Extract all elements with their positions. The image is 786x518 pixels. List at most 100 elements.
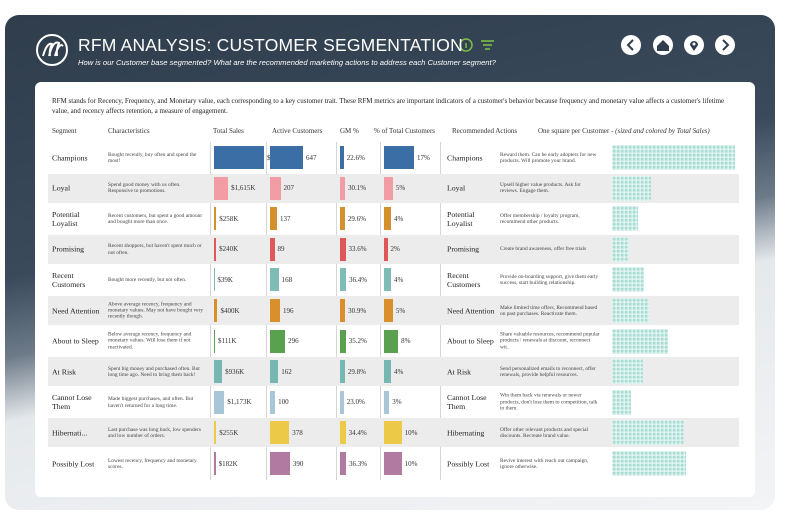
value-bar: [214, 299, 218, 322]
value-label: 22.6%: [346, 153, 365, 162]
value-bar: [214, 176, 229, 200]
value-bar: [384, 207, 392, 231]
segment-name: Promising: [52, 244, 85, 254]
value-bar: [270, 421, 290, 445]
segment-name: Hibernati...: [52, 428, 88, 438]
segment-name: Possibly Lost: [52, 459, 95, 468]
characteristics: Spend good money with us often. Responsi…: [108, 181, 181, 195]
value-bar: [214, 329, 215, 353]
value-label: 647: [306, 153, 317, 162]
recommended-segment: About to Sleep: [447, 336, 494, 346]
filter-icon[interactable]: [481, 40, 494, 50]
info-icon[interactable]: [459, 38, 473, 52]
value-bar: [270, 176, 281, 200]
value-label: 30.1%: [347, 184, 367, 193]
waffle-squares: [612, 359, 643, 385]
nav-forward[interactable]: [715, 35, 735, 55]
value-label: 390: [292, 459, 304, 468]
value-bar: [340, 421, 346, 445]
logo: [36, 34, 68, 66]
value-label: $182K: [218, 459, 238, 468]
waffle-squares: [612, 451, 687, 476]
value-label: $255K: [219, 428, 239, 437]
value-bar: [214, 390, 225, 414]
value-label: 162: [281, 367, 292, 376]
value-bar: [340, 207, 345, 231]
customer-waffle: [612, 389, 631, 415]
recommended-segment: Need Attention: [447, 306, 495, 315]
value-bar: [340, 268, 346, 292]
recommended-action: Make limited time offers, Recommend base…: [500, 304, 598, 317]
waffle-squares: [612, 206, 639, 232]
value-bar: [340, 146, 344, 169]
value-bar: [270, 146, 303, 169]
value-label: 36.3%: [348, 459, 368, 468]
recommended-segment: Recent Customers: [447, 270, 481, 289]
value-bar: [340, 299, 346, 322]
segment-name: At Risk: [52, 367, 77, 377]
value-label: 23.0%: [346, 398, 365, 407]
value-label: 36.4%: [349, 275, 368, 284]
value-bar: [214, 237, 217, 261]
characteristics: Last purchase was long back, low spender…: [108, 426, 201, 439]
column-header: Total Sales: [213, 127, 244, 135]
value-label: $258K: [219, 214, 239, 223]
column-header: % of Total Customers: [374, 127, 436, 135]
waffle-squares: [612, 389, 631, 415]
value-label: 10%: [404, 428, 418, 437]
characteristics: Recent shoppers, but haven't spent much …: [108, 243, 202, 256]
waffle-squares: [612, 328, 669, 354]
recommended-action: Offer other relevant products and specia…: [500, 426, 589, 439]
characteristics: Below average recency, frequency and mon…: [108, 331, 192, 351]
nav-back[interactable]: [621, 35, 641, 55]
nav-location[interactable]: [684, 35, 704, 55]
value-bar: [270, 390, 276, 414]
waffle-squares: [612, 298, 650, 323]
recommended-segment: Champions: [447, 153, 483, 162]
value-bar: [340, 360, 345, 384]
characteristics: Above average recency, frequency and mon…: [108, 301, 204, 320]
value-label: 4%: [394, 275, 404, 284]
customer-waffle: [612, 328, 669, 354]
value-bar: [384, 146, 414, 169]
column-header: Characteristics: [108, 127, 150, 135]
page-title: RFM ANALYSIS: CUSTOMER SEGMENTATION: [78, 35, 463, 55]
customer-waffle: [612, 145, 735, 170]
value-label: $1,173K: [227, 398, 252, 407]
value-label: 33.6%: [348, 245, 367, 254]
value-label: 29.6%: [347, 214, 366, 223]
value-label: 17%: [417, 153, 430, 162]
value-bar: [384, 421, 402, 445]
value-label: $240K: [219, 245, 239, 254]
waffle-squares: [612, 236, 629, 262]
value-label: 3%: [392, 398, 402, 407]
customer-waffle: [612, 298, 650, 323]
customer-waffle: [612, 420, 684, 446]
characteristics: Bought recently, buy often and spend the…: [108, 151, 197, 164]
segment-name: Potential Loyalist: [52, 209, 80, 228]
recommended-segment: At Risk: [447, 367, 472, 377]
value-label: 34.4%: [348, 428, 367, 437]
customer-waffle: [612, 267, 644, 293]
value-bar: [384, 176, 393, 200]
recommended-action: Send personalized emails to reconnect, o…: [500, 365, 596, 378]
value-label: 4%: [394, 367, 404, 376]
segment-name: Need Attention: [52, 306, 100, 315]
waffle-header-note: (sized and colored by Total Sales): [615, 127, 710, 135]
value-bar: [384, 360, 392, 384]
recommended-segment: Possibly Lost: [447, 459, 490, 468]
recommended-action: Upsell higher value products. Ask for re…: [500, 181, 581, 195]
nav-home[interactable]: [653, 35, 673, 55]
value-bar: [214, 421, 217, 445]
value-bar: [270, 360, 279, 384]
value-bar: [384, 329, 399, 353]
characteristics: Made biggest purchases, and often. But h…: [108, 396, 194, 409]
recommended-action: Create brand awareness, offer free trial…: [500, 246, 587, 253]
value-bar: [340, 329, 346, 353]
value-bar: [214, 360, 223, 384]
value-bar: [384, 452, 402, 475]
value-label: 10%: [404, 459, 418, 468]
recommended-segment: Loyal: [447, 183, 466, 193]
waffle-squares: [612, 267, 644, 293]
